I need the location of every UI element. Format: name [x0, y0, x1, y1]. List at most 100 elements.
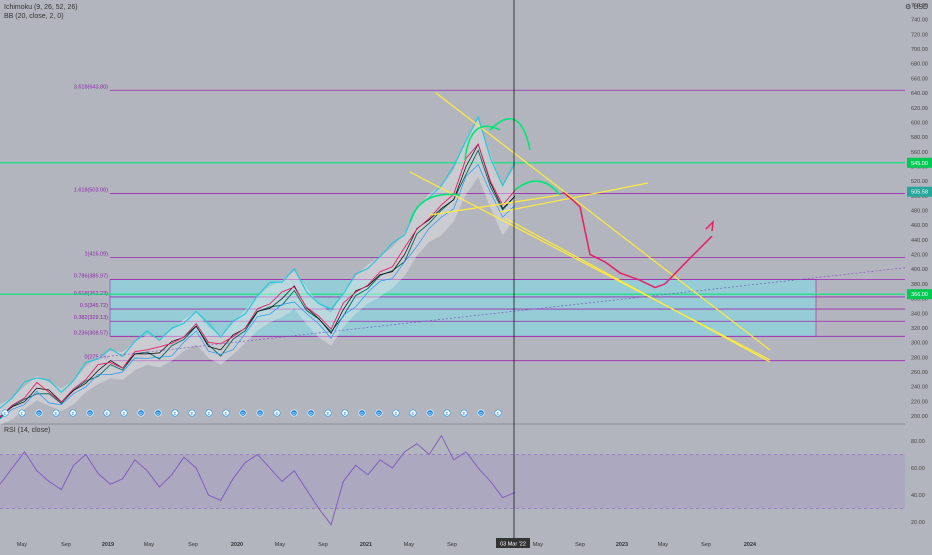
- dividend-marker: [154, 409, 162, 417]
- price-tick-label: 260.00: [911, 370, 928, 376]
- dividend-marker: [290, 409, 298, 417]
- event-marker-label: E: [275, 411, 278, 416]
- price-tick-label: 300.00: [911, 341, 928, 347]
- fib-label: 1.618(503.06): [74, 188, 108, 194]
- fib-label: 3.618(643.80): [74, 84, 108, 90]
- pattern-arc: [409, 193, 461, 223]
- price-tick-label: 380.00: [911, 282, 928, 288]
- rsi-tick-label: 60.00: [911, 466, 925, 472]
- fib-zone-rect: [109, 279, 817, 337]
- legend-ichimoku[interactable]: Ichimoku (9, 26, 52, 26): [4, 4, 78, 11]
- earnings-marker: [443, 409, 451, 417]
- event-marker-label: E: [71, 411, 74, 416]
- price-tick-label: 700.00: [911, 47, 928, 53]
- fib-zone-box: [109, 279, 817, 337]
- dividend-marker: [477, 409, 485, 417]
- dividend-marker: [137, 409, 145, 417]
- earnings-marker: [120, 409, 128, 417]
- price-tick-label: 680.00: [911, 62, 928, 68]
- price-tick-label: 740.00: [911, 18, 928, 24]
- event-marker-label: E: [326, 411, 329, 416]
- price-tick-label: 440.00: [911, 238, 928, 244]
- rsi-band-fill: [0, 454, 905, 509]
- price-tick-label: 760.00: [911, 3, 928, 9]
- time-tick-label: May: [533, 542, 544, 548]
- rsi-tick-label: 80.00: [911, 439, 925, 445]
- event-marker-label: D: [428, 411, 432, 416]
- event-marker-label: E: [122, 411, 125, 416]
- price-tick-label: 660.00: [911, 76, 928, 82]
- dividend-marker: [35, 409, 43, 417]
- legend-bb[interactable]: BB (20, close, 2, 0): [4, 13, 64, 20]
- price-tick-label: 400.00: [911, 267, 928, 273]
- earnings-marker: [392, 409, 400, 417]
- earnings-marker: [188, 409, 196, 417]
- trend-line: [429, 194, 561, 216]
- earnings-marker: [409, 409, 417, 417]
- projection-path[interactable]: [562, 191, 714, 289]
- price-tick-label: 340.00: [911, 311, 928, 317]
- current-price-badge-label: 505.58: [911, 190, 928, 196]
- support-lines[interactable]: [0, 162, 905, 295]
- time-tick-label: 2019: [102, 542, 114, 548]
- price-tick-label: 620.00: [911, 106, 928, 112]
- crosshair-date-badge: [496, 538, 530, 548]
- time-tick-label: Sep: [575, 542, 585, 548]
- rsi-axis: 80.00 60.00 40.00 20.00: [911, 439, 925, 526]
- event-marker-label: D: [377, 411, 381, 416]
- price-tick-label: 360.00: [911, 297, 928, 303]
- event-marker-label: E: [394, 411, 397, 416]
- rsi-tick-label: 20.00: [911, 520, 925, 526]
- time-tick-label: Sep: [318, 542, 328, 548]
- trend-lines[interactable]: [99, 92, 906, 363]
- earnings-marker: [1, 409, 9, 417]
- price-tick-label: 320.00: [911, 326, 928, 332]
- price-line: [0, 143, 516, 418]
- rsi-line: [0, 434, 516, 526]
- time-tick-label: 2024: [744, 542, 757, 548]
- price-tick-label: 600.00: [911, 120, 928, 126]
- fib-label: 1(416.09): [84, 251, 108, 257]
- time-tick-label: May: [144, 542, 155, 548]
- event-marker-label: E: [411, 411, 414, 416]
- time-axis[interactable]: May Sep 2019 May Sep 2020 May Sep 2021 May Sep May S…: [17, 538, 757, 548]
- price-line: [0, 163, 516, 420]
- support-bottom-badge-bg: [907, 289, 932, 300]
- price-tick-label: 220.00: [911, 399, 928, 405]
- support-bottom-badge-label: 366.00: [911, 292, 928, 298]
- time-tick-label: 2021: [360, 542, 372, 548]
- indicator-legend[interactable]: Ichimoku (9, 26, 52, 26) BB (20, close, …: [4, 3, 78, 21]
- fib-label: 0(275.36): [84, 355, 108, 361]
- legend-rsi[interactable]: RSI (14, close): [4, 427, 51, 434]
- earnings-marker: [171, 409, 179, 417]
- event-marker-label: E: [20, 411, 23, 416]
- dividend-marker: [307, 409, 315, 417]
- price-tick-label: 420.00: [911, 253, 928, 259]
- price-axis[interactable]: 760.00 740.00 720.00 700.00 680.00 660.00 640.…: [911, 3, 928, 420]
- dividend-marker: [86, 409, 94, 417]
- event-marker-label: D: [258, 411, 262, 416]
- earnings-marker: [205, 409, 213, 417]
- earnings-marker: [52, 409, 60, 417]
- price-tick-label: 200.00: [911, 414, 928, 420]
- pattern-arc: [464, 125, 501, 161]
- currency-label: ⚙ USD: [905, 3, 928, 11]
- fib-label: 0.786(385.97): [74, 274, 108, 280]
- pattern-arcs[interactable]: [409, 118, 561, 223]
- trend-line: [499, 182, 649, 213]
- crosshair-date-label: 03 Mar '22: [500, 542, 526, 548]
- event-marker-label: E: [105, 411, 108, 416]
- earnings-marker: [341, 409, 349, 417]
- event-marker-label: D: [37, 411, 41, 416]
- time-tick-label: May: [658, 542, 669, 548]
- currency-code: USD: [913, 4, 928, 11]
- event-marker-label: E: [445, 411, 448, 416]
- dotted-trend-line: [99, 267, 906, 358]
- gear-icon[interactable]: ⚙: [904, 4, 912, 11]
- rsi-legend[interactable]: RSI (14, close): [4, 426, 50, 435]
- earnings-marker: [324, 409, 332, 417]
- event-marker-label: D: [292, 411, 296, 416]
- earnings-marker: [18, 409, 26, 417]
